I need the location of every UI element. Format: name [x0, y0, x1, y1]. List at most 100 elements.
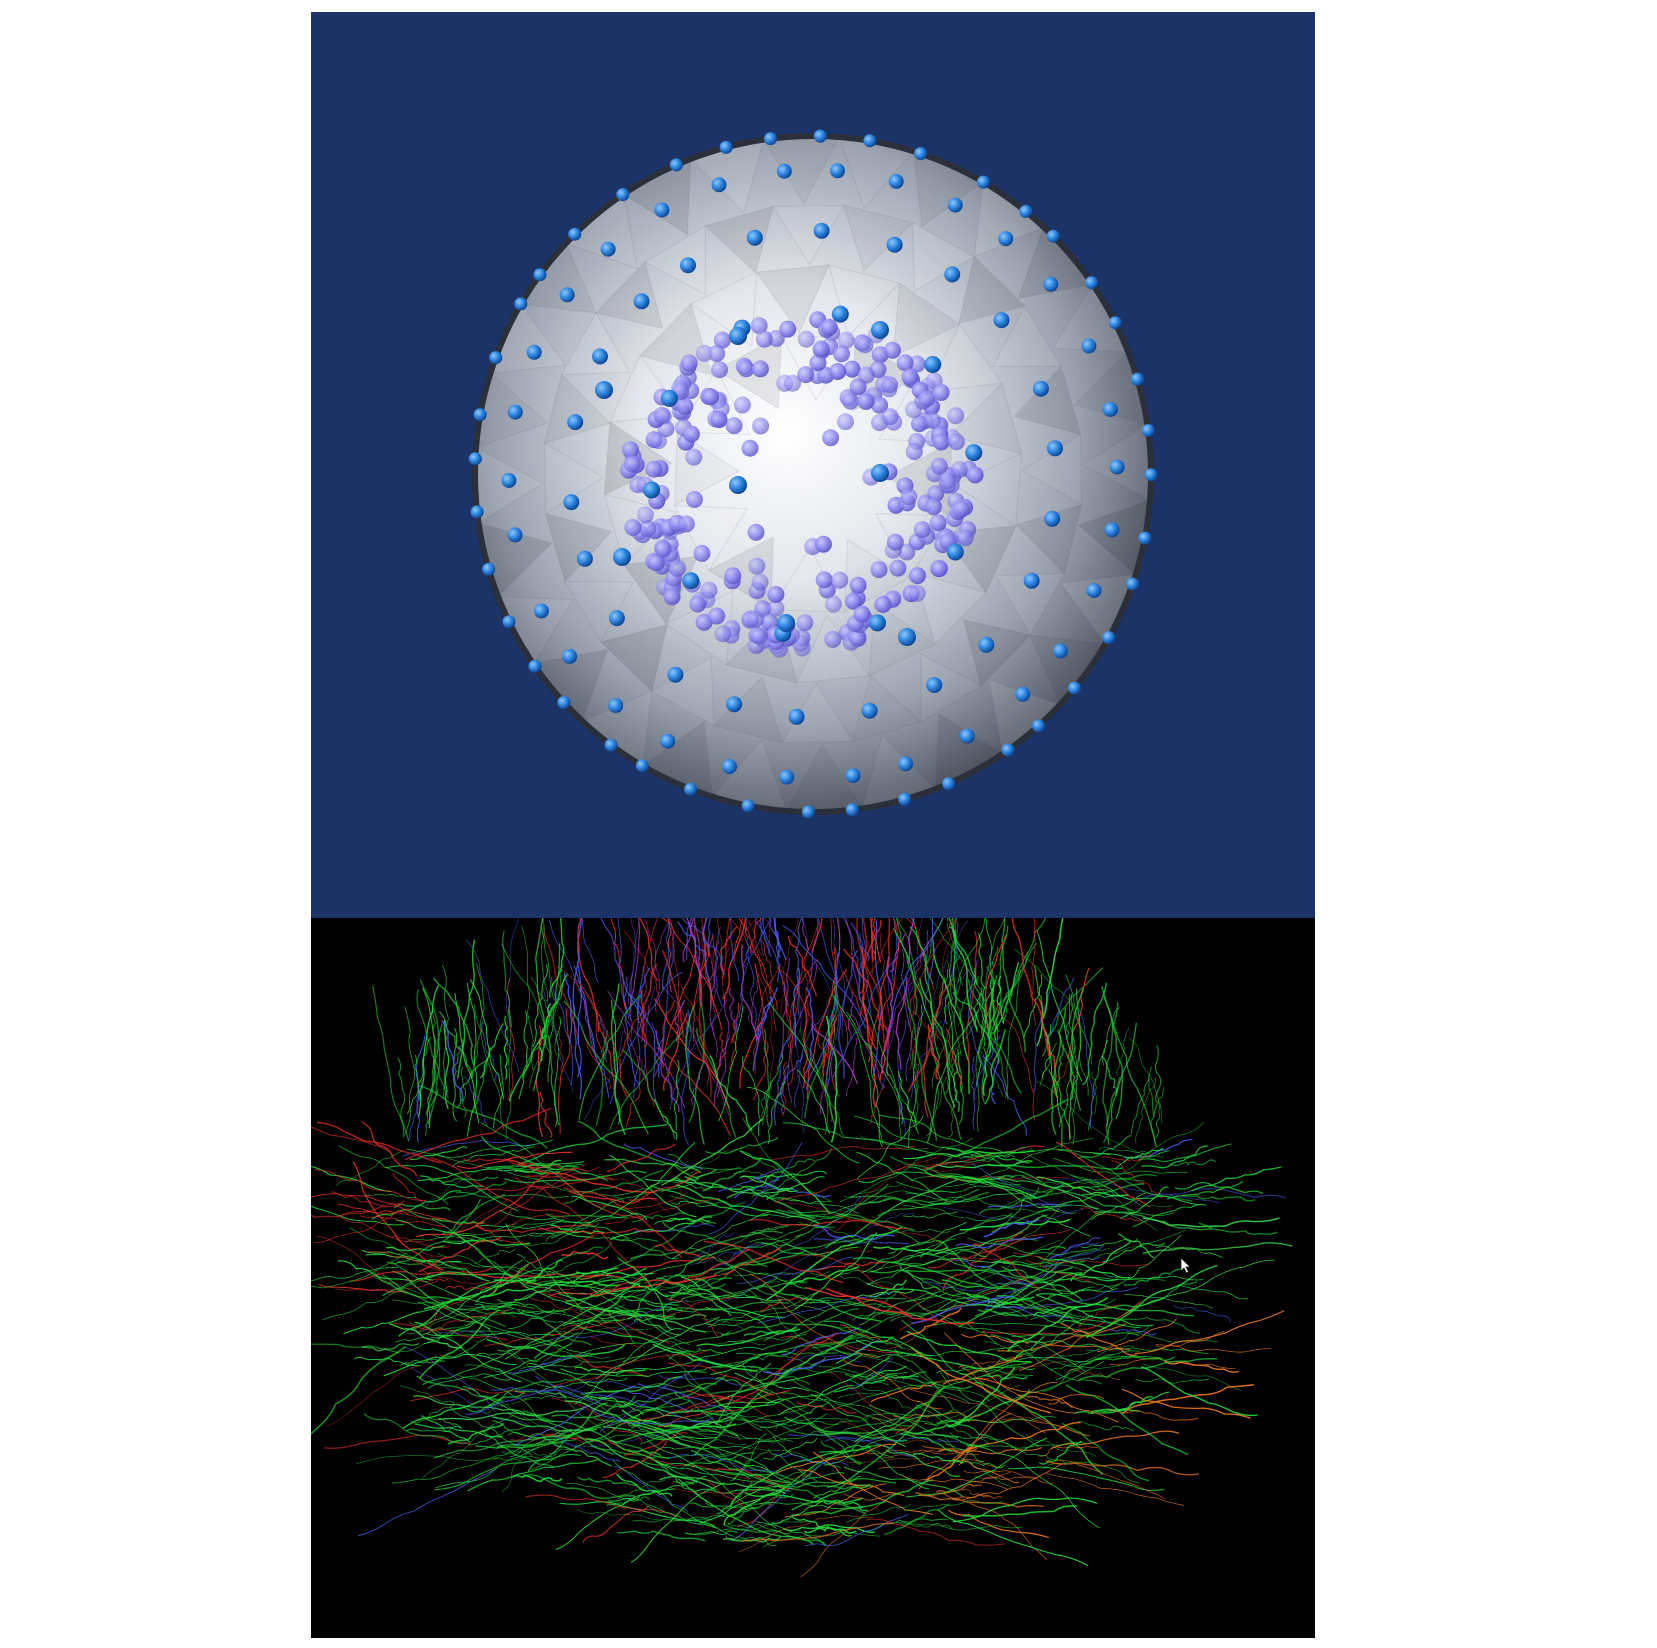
fiber-tract — [757, 996, 772, 1040]
fiber-tract — [924, 1416, 1057, 1425]
fiber-tract — [573, 964, 610, 1098]
inner-sample-point — [689, 595, 707, 613]
fiber-tract — [822, 1018, 838, 1077]
fiber-tract — [671, 1210, 776, 1259]
fiber-tract — [1081, 1238, 1138, 1249]
fiber-tract — [935, 918, 956, 1039]
fiber-tract — [845, 918, 867, 1011]
inner-sample-point — [856, 336, 874, 354]
fiber-tract — [1166, 1181, 1244, 1200]
fiber-tract — [796, 1401, 857, 1414]
fiber-tract — [949, 1460, 1006, 1469]
fiber-tract — [693, 1231, 736, 1259]
fiber-tract — [813, 1238, 909, 1245]
fiber-tract — [462, 1385, 555, 1422]
mouse-pointer-icon — [1180, 1257, 1191, 1274]
fiber-tract — [1037, 1446, 1098, 1457]
fiber-tract — [787, 935, 818, 997]
fiber-tract — [1133, 1188, 1287, 1205]
inner-sample-point — [881, 376, 899, 394]
fiber-tract — [441, 1176, 499, 1185]
fiber-tract — [1039, 1211, 1105, 1265]
fiber-tract — [665, 1217, 711, 1223]
fiber-tract — [433, 1152, 576, 1173]
fiber-tract — [737, 1256, 853, 1284]
fiber-tract — [517, 1163, 587, 1172]
inner-sample-point — [680, 354, 698, 372]
fiber-tract — [915, 1276, 1029, 1319]
fiber-tract — [748, 1214, 848, 1243]
shell-facet — [892, 282, 961, 358]
fiber-tract — [465, 939, 520, 1073]
fiber-tract — [417, 1168, 561, 1182]
fiber-tract — [758, 939, 773, 995]
fiber-tract — [405, 1208, 515, 1283]
fiber-tract — [667, 1362, 774, 1396]
fiber-tract — [391, 1446, 522, 1484]
fiber-tract — [959, 1441, 1088, 1449]
fiber-tract — [909, 926, 934, 1026]
fiber-tract — [846, 1012, 903, 1141]
fiber-tract — [619, 1419, 723, 1435]
inner-sample-point — [649, 432, 667, 450]
fiber-tract — [639, 918, 659, 982]
fiber-tract — [830, 918, 848, 1052]
fiber-tract — [586, 1438, 717, 1491]
fiber-tract — [443, 1020, 450, 1110]
fiber-tract — [1036, 930, 1083, 1082]
fiber-tract — [757, 1292, 892, 1324]
fiber-tract — [813, 1475, 862, 1499]
fiber-tract — [714, 926, 723, 1007]
fiber-tract — [963, 1176, 1059, 1213]
fiber-tract — [817, 1454, 926, 1464]
shell-facet — [868, 601, 937, 677]
inner-sample-point — [700, 581, 718, 599]
fiber-tract — [747, 1289, 825, 1355]
fiber-tract — [1007, 1297, 1109, 1353]
fiber-tract — [718, 1384, 854, 1409]
outer-sample-point — [863, 134, 877, 148]
fiber-tract — [728, 1535, 771, 1542]
fiber-tract — [610, 918, 627, 1010]
fiber-tract — [407, 1036, 432, 1115]
inner-sample-point — [755, 330, 773, 348]
inner-sample-point — [622, 441, 639, 459]
fiber-tract — [760, 1405, 824, 1429]
inner-sample-point — [837, 331, 855, 349]
fiber-tract — [935, 1483, 983, 1494]
fiber-tract — [868, 1197, 951, 1206]
fiber-tract — [1055, 1141, 1151, 1208]
fiber-tract — [336, 1151, 403, 1187]
fiber-tract — [603, 1197, 721, 1225]
fiber-tract — [986, 966, 1009, 1100]
fiber-tract — [926, 1445, 974, 1481]
fiber-tract — [580, 1392, 690, 1414]
fiber-tract — [918, 1493, 990, 1500]
fiber-tract — [1102, 1076, 1121, 1143]
fiber-tract — [598, 1021, 615, 1091]
fiber-tract — [805, 1514, 909, 1547]
fiber-tract — [1081, 1296, 1166, 1312]
fiber-tract — [767, 1158, 815, 1179]
fiber-tract — [858, 918, 867, 983]
outer-sample-point — [831, 305, 849, 323]
fiber-tract — [545, 1379, 594, 1396]
fiber-tract — [476, 1352, 539, 1363]
fiber-tract — [763, 1437, 818, 1460]
fiber-tract — [360, 1215, 447, 1227]
fiber-tract — [774, 1166, 907, 1203]
fiber-tract — [966, 1293, 1023, 1306]
fiber-tract — [944, 1175, 1038, 1199]
fiber-tract — [629, 1171, 699, 1201]
fiber-tract — [907, 918, 915, 965]
fiber-tract — [427, 1373, 511, 1390]
inner-sample-point — [908, 567, 926, 585]
outer-sample-point — [746, 229, 763, 246]
fiber-tract — [619, 1058, 628, 1098]
outer-sample-point — [861, 702, 878, 719]
inner-sample-point — [750, 317, 768, 335]
fiber-tract — [942, 1354, 1023, 1385]
fiber-tract — [628, 918, 640, 1005]
fiber-tract — [966, 1445, 1100, 1529]
fiber-tract — [607, 1143, 676, 1173]
